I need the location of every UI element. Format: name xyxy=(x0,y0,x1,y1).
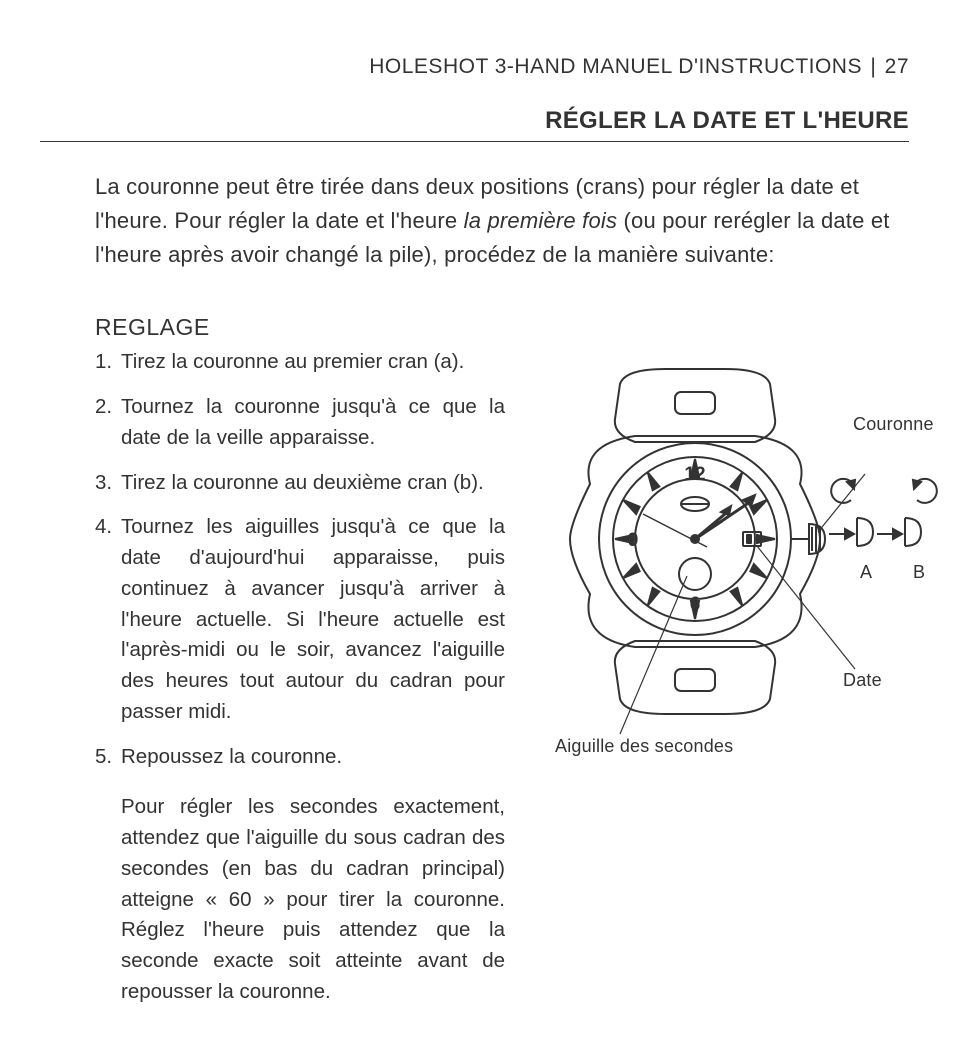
seconds-note: Pour régler les secondes exactement, att… xyxy=(95,792,505,1007)
steps-list: Tirez la couronne au premier cran (a). T… xyxy=(95,347,505,772)
label-date: Date xyxy=(843,670,882,691)
intro-paragraph: La couronne peut être tirée dans deux po… xyxy=(95,170,906,272)
step-item: Repoussez la couronne. xyxy=(95,742,505,773)
page: HOLESHOT 3-HAND MANUEL D'INSTRUCTIONS | … xyxy=(0,0,954,1048)
step-item: Tournez les aiguilles jusqu'à ce que la … xyxy=(95,512,505,727)
section-title: RÉGLER LA DATE ET L'HEURE xyxy=(40,107,909,142)
subhead: REGLAGE xyxy=(95,314,505,341)
label-crown: Couronne xyxy=(853,414,934,435)
figure-column: 12 9 6 Couronne A B Date Aiguille des se… xyxy=(525,314,945,1007)
step-item: Tournez la couronne jusqu'à ce que la da… xyxy=(95,392,505,454)
page-number: 27 xyxy=(885,55,909,78)
step-item: Tirez la couronne au premier cran (a). xyxy=(95,347,505,378)
running-head-divider: | xyxy=(870,55,876,78)
step-item: Tirez la couronne au deuxième cran (b). xyxy=(95,468,505,499)
text-column: REGLAGE Tirez la couronne au premier cra… xyxy=(95,314,505,1007)
watch-figure: 12 9 6 Couronne A B Date Aiguille des se… xyxy=(525,364,945,764)
running-head-title: HOLESHOT 3-HAND MANUEL D'INSTRUCTIONS xyxy=(369,55,862,78)
dial-6: 6 xyxy=(690,594,701,615)
label-pos-a: A xyxy=(860,562,872,583)
running-head: HOLESHOT 3-HAND MANUEL D'INSTRUCTIONS | … xyxy=(40,55,909,79)
label-pos-b: B xyxy=(913,562,925,583)
label-seconds: Aiguille des secondes xyxy=(555,736,733,757)
dial-12: 12 xyxy=(684,464,705,485)
intro-emphasis: la première fois xyxy=(464,208,618,233)
content-layout: REGLAGE Tirez la couronne au premier cra… xyxy=(95,314,914,1007)
dial-9: 9 xyxy=(628,530,639,551)
